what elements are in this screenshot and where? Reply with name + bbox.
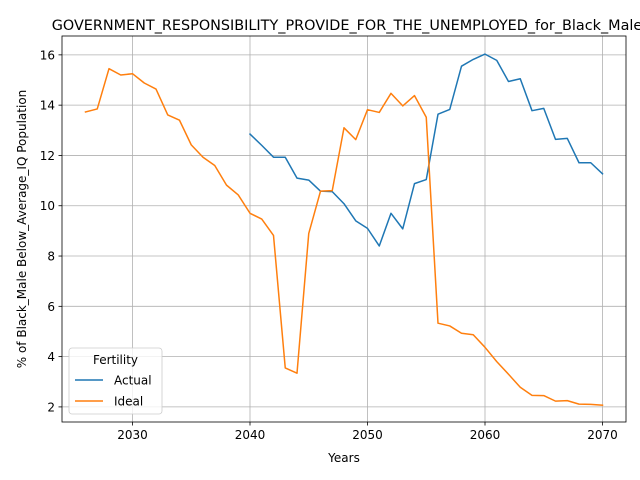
y-tick-label: 10	[40, 199, 55, 213]
legend-label-ideal: Ideal	[114, 395, 143, 409]
series-line-actual	[248, 53, 604, 247]
legend-box	[68, 347, 163, 415]
y-tick-label: 6	[47, 300, 55, 314]
y-tick-label: 12	[40, 149, 55, 163]
series-layer	[84, 53, 604, 406]
x-axis-label: Years	[327, 451, 360, 465]
legend-label-actual: Actual	[114, 374, 152, 388]
y-tick-label: 4	[47, 350, 55, 364]
x-tick-label: 2040	[235, 428, 266, 442]
x-tick-label: 2030	[117, 428, 148, 442]
y-tick-label: 2	[47, 400, 55, 414]
x-tick-label: 2050	[352, 428, 383, 442]
chart-title: GOVERNMENT_RESPONSIBILITY_PROVIDE_FOR_TH…	[52, 18, 640, 34]
y-tick-label: 16	[40, 48, 55, 62]
series-line-ideal	[84, 67, 604, 406]
y-tick-label: 8	[47, 250, 55, 264]
legend: Fertility Actual Ideal	[68, 347, 163, 415]
y-tick-label: 14	[40, 99, 55, 113]
x-tick-label: 2070	[587, 428, 618, 442]
legend-title: Fertility	[93, 353, 138, 367]
y-axis-label: % of Black_Male Below_Average_IQ Populat…	[15, 90, 29, 369]
x-tick-label: 2060	[470, 428, 501, 442]
x-axis: 2030 2040 2050 2060 2070	[117, 422, 618, 442]
plot-frame	[61, 35, 627, 423]
y-axis: 2 4 6 8 10 12 14 16	[40, 48, 62, 414]
